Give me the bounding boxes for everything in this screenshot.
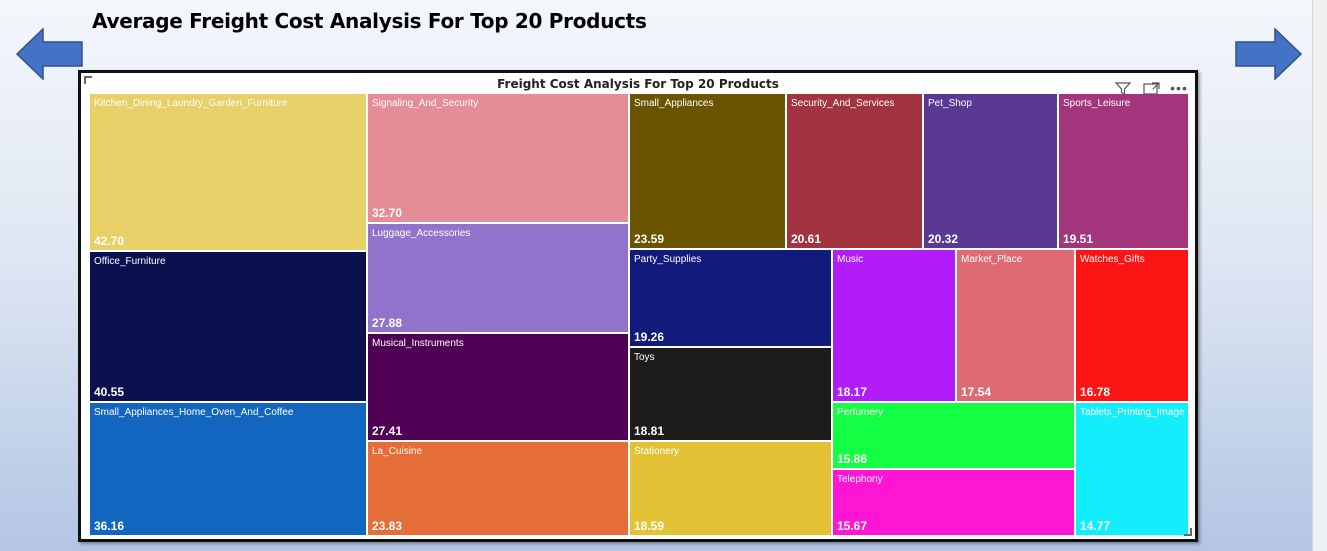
tile-label: Music: [837, 254, 864, 265]
filter-icon[interactable]: [1113, 81, 1133, 95]
arrow-right-icon[interactable]: [1234, 28, 1302, 80]
tile-label: Signaling_And_Security: [372, 98, 479, 109]
tile-value: 16.78: [1080, 385, 1111, 399]
tile-value: 18.59: [634, 519, 665, 533]
tile-label: Watches_Gifts: [1080, 254, 1145, 265]
treemap-tile[interactable]: Watches_Gifts 16.78: [1075, 249, 1189, 402]
treemap-tile[interactable]: Toys 18.81: [629, 347, 832, 441]
tile-value: 23.59: [634, 232, 665, 246]
tile-value: 19.51: [1063, 232, 1094, 246]
tile-value: 32.70: [372, 206, 403, 220]
tile-label: Toys: [634, 352, 655, 363]
tile-value: 23.83: [372, 519, 403, 533]
treemap-tile[interactable]: Stationery 18.59: [629, 441, 832, 536]
focus-mode-icon[interactable]: [1141, 81, 1161, 95]
tile-label: Musical_Instruments: [372, 338, 464, 349]
tile-label: Perfumery: [837, 407, 884, 418]
treemap-tile[interactable]: La_Cuisine 23.83: [367, 441, 629, 536]
tile-label: Tablets_Printing_Image: [1080, 407, 1185, 418]
treemap-tile[interactable]: Musical_Instruments 27.41: [367, 333, 629, 441]
treemap-tile[interactable]: Music 18.17: [832, 249, 956, 402]
tile-value: 15.67: [837, 519, 868, 533]
tile-label: Market_Place: [961, 254, 1023, 265]
tile-value: 18.17: [837, 385, 868, 399]
treemap-tile[interactable]: Perfumery 15.86: [832, 402, 1075, 469]
visual-toolbar: •••: [1113, 81, 1189, 95]
treemap-tile[interactable]: Security_And_Services 20.61: [786, 93, 923, 249]
tile-label: Small_Appliances_Home_Oven_And_Coffee: [94, 407, 294, 418]
tile-label: Pet_Shop: [928, 98, 972, 109]
tile-label: Party_Supplies: [634, 254, 702, 265]
tile-label: Security_And_Services: [791, 98, 895, 109]
tile-value: 27.88: [372, 316, 403, 330]
tile-label: Telephony: [837, 474, 883, 485]
treemap-tile[interactable]: Tablets_Printing_Image 14.77: [1075, 402, 1189, 536]
tile-label: Stationery: [634, 446, 680, 457]
tile-value: 36.16: [94, 519, 125, 533]
treemap-tile[interactable]: Party_Supplies 19.26: [629, 249, 832, 347]
more-options-icon[interactable]: •••: [1170, 80, 1188, 96]
treemap-tile[interactable]: Luggage_Accessories 27.88: [367, 223, 629, 333]
tile-value: 19.26: [634, 330, 665, 344]
tile-value: 20.32: [928, 232, 959, 246]
chart-title: Freight Cost Analysis For Top 20 Product…: [497, 77, 779, 91]
tile-value: 42.70: [94, 234, 125, 248]
treemap-tile[interactable]: Telephony 15.67: [832, 469, 1075, 536]
tile-label: Luggage_Accessories: [372, 228, 471, 239]
right-edge-strip: [1312, 0, 1327, 551]
arrow-left-icon[interactable]: [16, 28, 84, 80]
tile-value: 20.61: [791, 232, 822, 246]
treemap-tile[interactable]: Market_Place 17.54: [956, 249, 1075, 402]
tile-label: Kitchen_Dining_Laundry_Garden_Furniture: [94, 98, 288, 109]
treemap-plot-area: Kitchen_Dining_Laundry_Garden_Furniture 4…: [81, 73, 1195, 539]
treemap-tile[interactable]: Small_Appliances 23.59: [629, 93, 786, 249]
treemap-tile[interactable]: Pet_Shop 20.32: [923, 93, 1058, 249]
treemap-tile[interactable]: Office_Furniture 40.55: [89, 251, 367, 402]
tile-value: 27.41: [372, 424, 403, 438]
treemap-tile[interactable]: Signaling_And_Security 32.70: [367, 93, 629, 223]
treemap-tile[interactable]: Sports_Leisure 19.51: [1058, 93, 1189, 249]
resize-handle-top-left[interactable]: [84, 76, 92, 84]
tile-value: 18.81: [634, 424, 665, 438]
tile-value: 17.54: [961, 385, 992, 399]
slide-title: Average Freight Cost Analysis For Top 20…: [92, 9, 647, 33]
tile-label: Small_Appliances: [634, 98, 714, 109]
treemap-tile[interactable]: Small_Appliances_Home_Oven_And_Coffee 36.…: [89, 402, 367, 536]
treemap-tile[interactable]: Kitchen_Dining_Laundry_Garden_Furniture 4…: [89, 93, 367, 251]
resize-handle-bottom-right[interactable]: [1184, 528, 1192, 536]
tile-label: La_Cuisine: [372, 446, 423, 457]
tile-value: 14.77: [1080, 519, 1111, 533]
tile-value: 40.55: [94, 385, 125, 399]
tile-value: 15.86: [837, 452, 868, 466]
treemap-visual[interactable]: Kitchen_Dining_Laundry_Garden_Furniture 4…: [78, 70, 1198, 542]
tile-label: Office_Furniture: [94, 256, 166, 267]
tile-label: Sports_Leisure: [1063, 98, 1131, 109]
